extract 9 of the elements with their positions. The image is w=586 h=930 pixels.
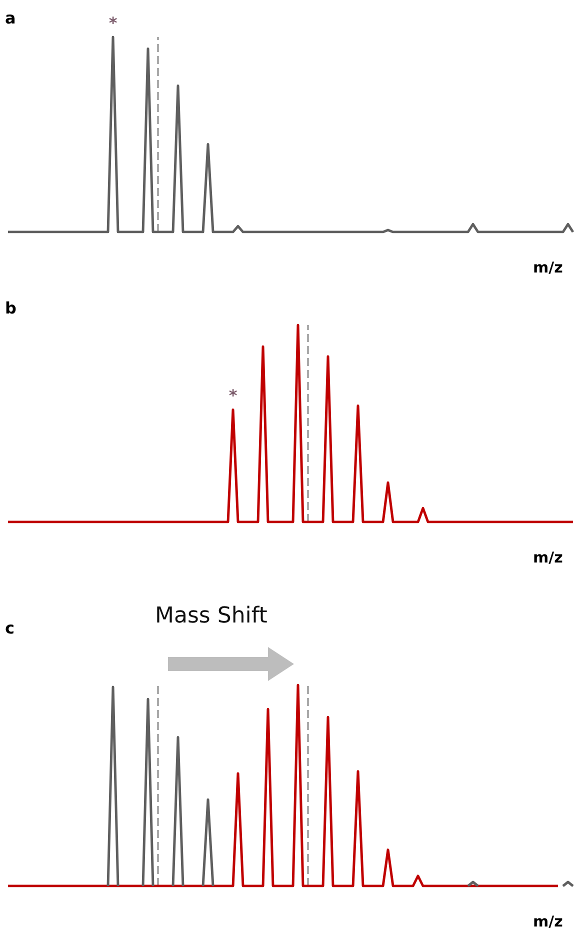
- x-axis-title: m/z: [533, 548, 564, 566]
- annotation: *: [108, 14, 118, 32]
- chart-title: c: [5, 618, 14, 638]
- chart-title: b: [5, 298, 16, 318]
- x-axis-title: m/z: [533, 258, 564, 276]
- annotation: *: [228, 386, 238, 406]
- text: Mass Shift: [155, 604, 268, 628]
- x-axis-title: m/z: [533, 912, 564, 930]
- chart-title: a: [5, 8, 16, 28]
